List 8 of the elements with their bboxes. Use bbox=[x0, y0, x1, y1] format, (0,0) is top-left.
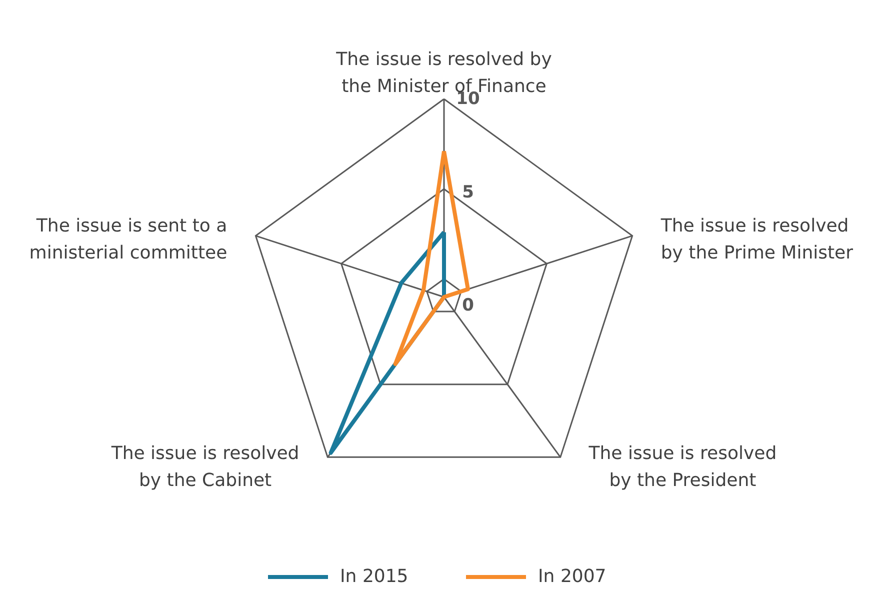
spoke-label: The issue is resolved by the President bbox=[588, 443, 777, 492]
spoke-label: The issue is resolved by the Cabinet bbox=[110, 443, 300, 492]
legend-label: In 2015 bbox=[340, 566, 408, 587]
y-tick-label: 0 bbox=[462, 295, 474, 316]
spoke-label: The issue is resolved by the Prime Minister bbox=[660, 216, 854, 264]
spoke-label: The issue is sent to a ministerial committee bbox=[29, 216, 228, 264]
y-tick-label: 5 bbox=[462, 182, 474, 202]
legend-label: In 2007 bbox=[538, 566, 606, 587]
